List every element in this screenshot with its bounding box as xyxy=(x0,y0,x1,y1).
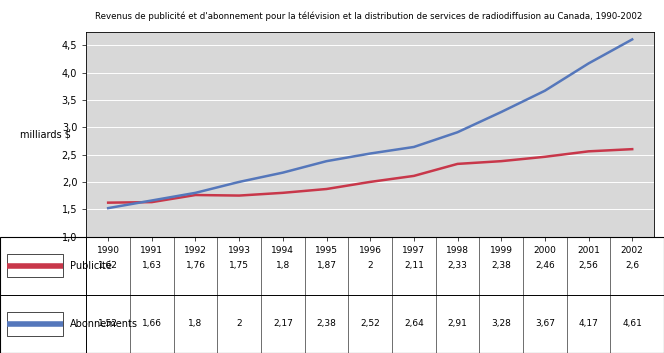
Text: 2,56: 2,56 xyxy=(578,261,598,270)
Text: 1,66: 1,66 xyxy=(142,319,162,328)
Text: 1,8: 1,8 xyxy=(189,319,203,328)
Text: 1,8: 1,8 xyxy=(276,261,290,270)
Text: 1,76: 1,76 xyxy=(185,261,205,270)
Text: milliards $: milliards $ xyxy=(20,129,71,139)
Text: 4,17: 4,17 xyxy=(578,319,598,328)
Text: 2,64: 2,64 xyxy=(404,319,424,328)
Text: Abonnements: Abonnements xyxy=(70,319,137,329)
Text: 2,17: 2,17 xyxy=(273,319,293,328)
Text: 2,91: 2,91 xyxy=(448,319,467,328)
Text: 2,38: 2,38 xyxy=(317,319,337,328)
Bar xyxy=(7,254,63,277)
Text: 2,52: 2,52 xyxy=(361,319,380,328)
Text: 2,33: 2,33 xyxy=(448,261,467,270)
Text: 3,28: 3,28 xyxy=(491,319,511,328)
Text: Publicité: Publicité xyxy=(70,261,112,271)
Text: 1,62: 1,62 xyxy=(98,261,118,270)
Text: 1,75: 1,75 xyxy=(229,261,249,270)
Text: Revenus de publicité et d'abonnement pour la télévision et la distribution de se: Revenus de publicité et d'abonnement pou… xyxy=(96,11,643,20)
Text: Figure 8.14: Figure 8.14 xyxy=(11,11,78,21)
Text: 2: 2 xyxy=(367,261,373,270)
Text: 1,87: 1,87 xyxy=(317,261,337,270)
Text: 2,46: 2,46 xyxy=(535,261,554,270)
Text: 3,67: 3,67 xyxy=(535,319,555,328)
Text: 2: 2 xyxy=(236,319,242,328)
Text: 4,61: 4,61 xyxy=(622,319,642,328)
Text: 2,38: 2,38 xyxy=(491,261,511,270)
Text: 2,6: 2,6 xyxy=(625,261,639,270)
Text: 1,63: 1,63 xyxy=(142,261,162,270)
Bar xyxy=(7,312,63,335)
Text: 2,11: 2,11 xyxy=(404,261,424,270)
Text: 1,52: 1,52 xyxy=(98,319,118,328)
